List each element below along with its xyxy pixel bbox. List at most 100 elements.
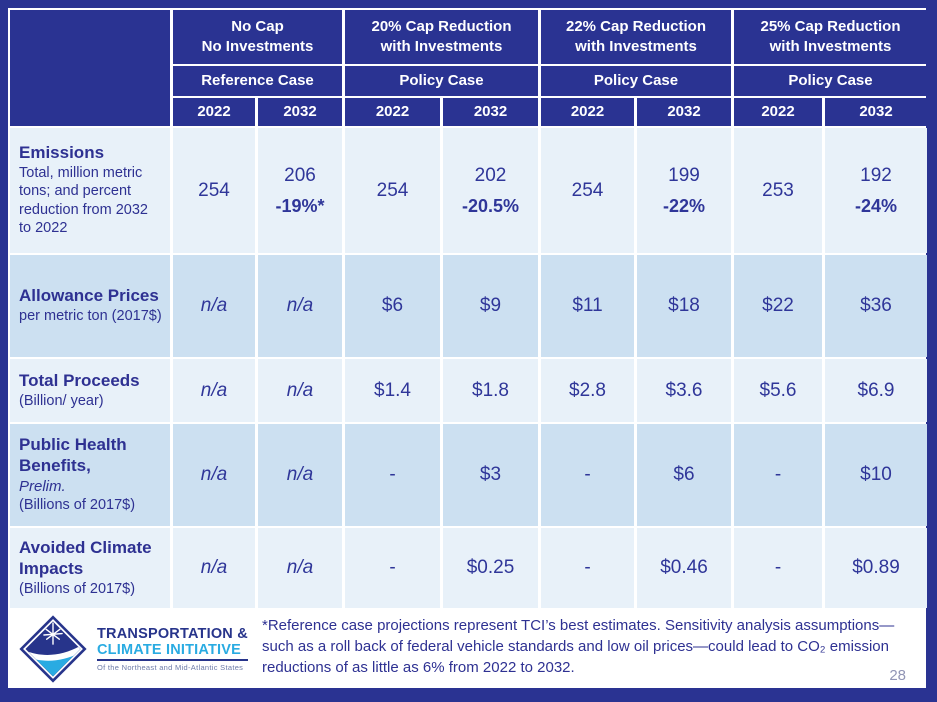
data-cell: n/a [258, 528, 342, 608]
value: $11 [572, 295, 603, 316]
slide-content: No Cap No Investments 20% Cap Reduction … [8, 8, 927, 688]
row-label-public-health: Public Health Benefits, Prelim. (Billion… [10, 424, 170, 526]
year-header: 2022 [541, 98, 634, 126]
group-title-line: No Investments [201, 38, 314, 55]
row-title-italic: Prelim. [19, 477, 66, 495]
percent-change: -20.5% [461, 195, 520, 216]
tci-logo: TRANSPORTATION & CLIMATE INITIATIVE Of t… [10, 610, 262, 688]
data-cell: 192 -24% [825, 128, 927, 253]
value: $3 [479, 464, 502, 485]
value: n/a [200, 464, 228, 485]
data-cell: $0.89 [825, 528, 927, 608]
group-title-line: with Investments [769, 38, 892, 55]
value: - [584, 557, 591, 578]
value: n/a [286, 295, 314, 316]
data-cell: $18 [637, 255, 731, 357]
data-cell: - [345, 528, 440, 608]
year-header: 2032 [825, 98, 927, 126]
value: - [774, 557, 782, 578]
data-table: No Cap No Investments 20% Cap Reduction … [10, 10, 927, 608]
value: $36 [860, 295, 892, 316]
row-subtitle: (Billion/ year) [19, 392, 104, 409]
corner-header-cell [10, 10, 170, 126]
data-cell: 254 [345, 128, 440, 253]
value: - [774, 464, 782, 485]
group-header-no-cap: No Cap No Investments [173, 10, 342, 64]
value: $0.46 [660, 557, 708, 578]
value: 254 [376, 179, 409, 201]
row-label-emissions: Emissions Total, million metric tons; an… [10, 128, 170, 253]
page-number: 28 [889, 667, 906, 684]
value: 202 [474, 164, 507, 186]
row-title: Emissions [19, 143, 105, 163]
percent-change: -19%* [275, 195, 325, 216]
data-cell: n/a [173, 528, 255, 608]
data-cell: $3 [443, 424, 538, 526]
logo-line-1: TRANSPORTATION & [97, 626, 248, 642]
year-header: 2032 [443, 98, 538, 126]
value: $6 [673, 464, 695, 485]
tci-diamond-icon [19, 615, 87, 683]
value: - [389, 464, 396, 485]
slide-footer: TRANSPORTATION & CLIMATE INITIATIVE Of t… [10, 610, 926, 688]
case-header: Reference Case [173, 66, 342, 96]
data-cell: - [734, 528, 822, 608]
data-cell: n/a [173, 359, 255, 422]
row-subtitle: (Billions of 2017$) [19, 580, 136, 597]
case-header: Policy Case [541, 66, 731, 96]
data-cell: $11 [541, 255, 634, 357]
data-cell: $0.46 [637, 528, 731, 608]
value: $10 [860, 464, 892, 485]
data-cell: n/a [258, 424, 342, 526]
percent-change: -24% [854, 195, 898, 216]
row-title: Allowance Prices [19, 286, 159, 306]
value: 254 [571, 179, 604, 201]
value: n/a [200, 379, 228, 401]
row-title: Avoided Climate Impacts [19, 538, 152, 578]
year-header: 2032 [637, 98, 731, 126]
data-cell: 254 [541, 128, 634, 253]
value: - [584, 464, 591, 485]
value: $9 [479, 295, 502, 316]
data-cell: 206 -19%* [258, 128, 342, 253]
data-cell: $10 [825, 424, 927, 526]
value: n/a [286, 464, 314, 485]
value: 199 [668, 164, 700, 186]
value: n/a [286, 379, 314, 401]
data-cell: $6 [637, 424, 731, 526]
case-header: Policy Case [345, 66, 538, 96]
row-title: Public Health Benefits, [19, 435, 127, 476]
data-cell: $5.6 [734, 359, 822, 422]
group-title-line: with Investments [380, 38, 503, 55]
row-title: Total Proceeds [19, 370, 140, 390]
data-cell: n/a [173, 255, 255, 357]
row-label-allowance-prices: Allowance Prices per metric ton (2017$) [10, 255, 170, 357]
group-title-line: with Investments [575, 38, 697, 55]
year-header: 2022 [173, 98, 255, 126]
data-cell: $2.8 [541, 359, 634, 422]
data-cell: n/a [258, 255, 342, 357]
data-cell: n/a [258, 359, 342, 422]
group-title-line: No Cap [231, 17, 284, 35]
value: n/a [286, 557, 314, 578]
footnote: *Reference case projections represent TC… [262, 617, 895, 676]
group-header-20pct: 20% Cap Reduction with Investments [345, 10, 538, 64]
logo-line-2: CLIMATE INITIATIVE [97, 642, 248, 661]
group-title-line: 25% Cap Reduction [760, 17, 901, 35]
value: $2.8 [569, 379, 606, 401]
logo-wordmark: TRANSPORTATION & CLIMATE INITIATIVE Of t… [97, 626, 248, 672]
value: 253 [762, 179, 794, 201]
value: $6 [381, 295, 404, 316]
value: $0.25 [466, 557, 515, 578]
row-label-total-proceeds: Total Proceeds (Billion/ year) [10, 359, 170, 422]
value: $18 [668, 295, 700, 316]
data-cell: $1.8 [443, 359, 538, 422]
group-title-line: 22% Cap Reduction [565, 17, 707, 35]
value: $22 [762, 295, 794, 316]
value: $3.6 [665, 379, 703, 401]
logo-tagline: Of the Northeast and Mid-Atlantic States [97, 663, 244, 672]
value: $6.9 [857, 379, 895, 401]
value: $5.6 [759, 379, 797, 401]
row-label-avoided-climate: Avoided Climate Impacts (Billions of 201… [10, 528, 170, 608]
